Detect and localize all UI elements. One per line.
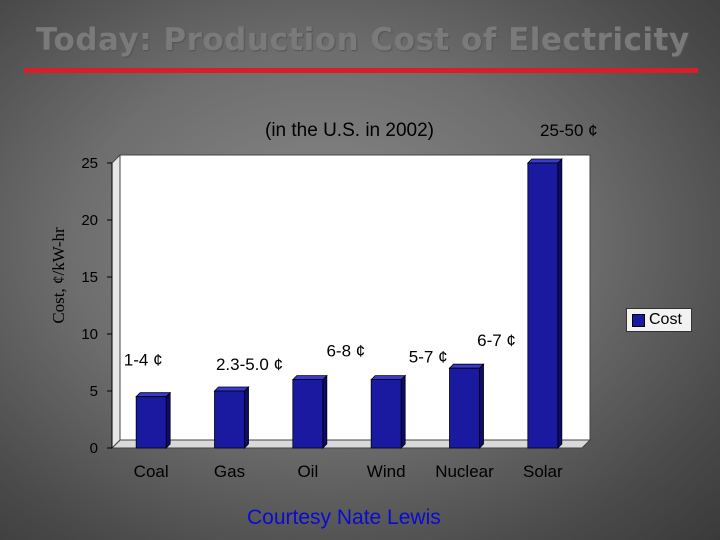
plot-floor <box>110 439 592 449</box>
bar-side <box>557 158 563 449</box>
bar-top <box>526 158 563 164</box>
plot-side-wall <box>111 153 121 450</box>
data-label: 25-50 ¢ <box>540 121 598 140</box>
x-tick-label: Solar <box>523 462 563 481</box>
y-tick-label: 5 <box>90 383 98 400</box>
bar <box>449 367 480 449</box>
bar <box>370 379 402 449</box>
data-label: 5-7 ¢ <box>409 348 448 367</box>
x-tick-label: Nuclear <box>435 462 494 481</box>
slide-title: Today: Production Cost of Electricity <box>36 22 690 58</box>
y-tick-label: 15 <box>81 269 98 286</box>
bar-top <box>291 375 328 381</box>
bar-side <box>165 391 171 449</box>
bar <box>135 396 167 449</box>
x-tick-label: Wind <box>367 462 406 481</box>
bar-side <box>244 386 249 449</box>
data-label: 2.3-5.0 ¢ <box>216 355 283 374</box>
y-tick-label: 25 <box>81 155 98 172</box>
bar-top <box>135 392 172 398</box>
plot-area <box>119 154 591 441</box>
legend-swatch <box>632 313 645 327</box>
data-label: 6-8 ¢ <box>326 342 365 361</box>
bar <box>527 162 559 449</box>
credit-footer: Courtesy Nate Lewis <box>247 506 441 529</box>
bar <box>214 390 245 449</box>
chart-legend: Cost <box>626 308 692 332</box>
bar <box>292 379 324 449</box>
title-underline <box>24 68 698 73</box>
bar-top <box>213 386 250 392</box>
y-tick-label: 20 <box>81 212 98 229</box>
y-tick-label: 0 <box>90 440 98 457</box>
bar-side <box>400 374 406 449</box>
bar-top <box>448 363 485 369</box>
legend-label: Cost <box>649 311 682 328</box>
bar-top <box>370 375 407 381</box>
x-tick-label: Oil <box>297 462 318 481</box>
data-label: 6-7 ¢ <box>477 331 516 350</box>
chart-subtitle: (in the U.S. in 2002) <box>265 120 434 141</box>
y-tick-label: 10 <box>81 326 98 343</box>
bar-side <box>322 374 328 449</box>
x-tick-label: Gas <box>214 462 245 481</box>
x-tick-label: Coal <box>134 462 169 481</box>
y-axis-title: Cost, ¢/kW-hr <box>49 227 68 324</box>
bar-side <box>479 363 484 449</box>
data-label: 1-4 ¢ <box>124 351 163 370</box>
